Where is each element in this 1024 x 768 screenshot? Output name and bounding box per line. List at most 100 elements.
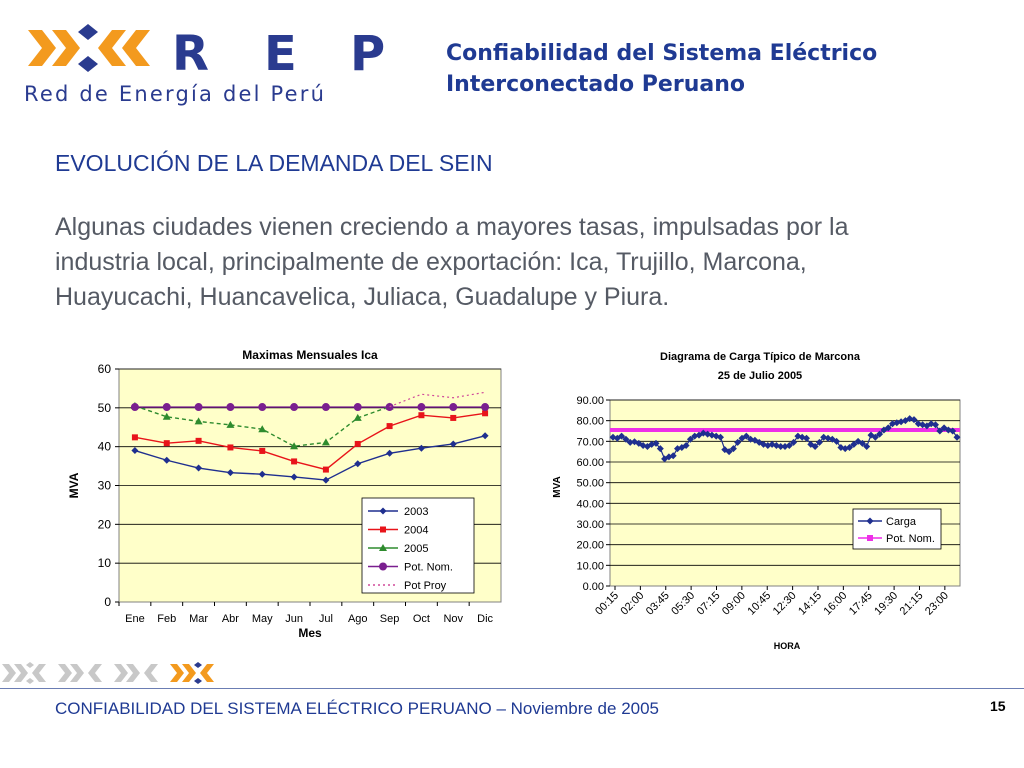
y-tick-label: 60.00 xyxy=(576,457,604,469)
y-tick-label: 50 xyxy=(98,401,112,415)
data-point xyxy=(481,432,489,440)
x-tick-label: Jun xyxy=(285,613,303,625)
data-point xyxy=(708,431,716,439)
series-line xyxy=(134,435,486,481)
legend-marker xyxy=(867,535,873,541)
data-point xyxy=(386,423,393,430)
y-tick-label: 50.00 xyxy=(576,478,604,490)
legend-marker xyxy=(866,517,874,525)
y-tick-label: 80.00 xyxy=(576,416,604,428)
chart-subtitle: 25 de Julio 2005 xyxy=(718,370,802,382)
data-point xyxy=(850,440,858,448)
data-point xyxy=(622,435,630,443)
x-tick-label: Sep xyxy=(380,613,400,625)
data-point xyxy=(742,432,750,440)
data-point xyxy=(417,403,426,412)
chart-title: Maximas Mensuales Ica xyxy=(242,348,378,362)
data-point xyxy=(417,444,425,452)
data-point xyxy=(481,403,490,412)
company-logo: R E P Red de Energía del Perú xyxy=(20,18,400,110)
data-point xyxy=(195,464,203,472)
decorative-chevrons xyxy=(2,662,214,684)
y-tick-label: 40.00 xyxy=(576,498,604,510)
chart-ica-monthly-max: Maximas Mensuales Ica 0 10 20 30 40 50 60 Ene Feb… xyxy=(55,340,515,640)
slide-title-line1: Confiabilidad del Sistema Eléctrico xyxy=(446,41,878,66)
x-tick-label: 05:30 xyxy=(669,590,697,618)
data-point xyxy=(798,433,806,441)
data-point xyxy=(785,441,793,449)
data-point xyxy=(936,427,944,435)
y-axis-label: MVA xyxy=(552,476,563,497)
data-point xyxy=(686,435,694,443)
data-point xyxy=(194,417,203,425)
data-point xyxy=(385,403,394,412)
data-point xyxy=(858,439,866,447)
data-point xyxy=(353,413,362,421)
plot-area xyxy=(609,399,961,587)
x-tick-label: Feb xyxy=(157,613,176,625)
data-point xyxy=(449,403,458,412)
y-tick-label: 40 xyxy=(98,440,112,454)
x-tick-label: 10:45 xyxy=(745,590,773,618)
x-tick-label: 19:30 xyxy=(872,590,900,618)
data-point xyxy=(321,438,330,446)
logo-subtitle: Red de Energía del Perú xyxy=(24,82,327,106)
logo-chevron-left xyxy=(28,30,56,66)
data-point xyxy=(712,432,720,440)
data-point xyxy=(717,433,724,441)
x-tick-label: 00:15 xyxy=(593,590,621,618)
chart-marcona-svg: Diagrama de Carga Típico de Marcona 25 de… xyxy=(552,351,961,651)
x-tick-label: 23:00 xyxy=(923,590,951,618)
data-point xyxy=(353,403,362,412)
y-tick-label: 10.00 xyxy=(576,560,604,572)
data-point xyxy=(450,414,457,421)
x-tick-label: 12:30 xyxy=(771,590,799,618)
footer-text: CONFIABILIDAD DEL SISTEMA ELÉCTRICO PERU… xyxy=(55,699,660,718)
chart-ica-svg: Maximas Mensuales Ica 0 10 20 30 40 50 60 Ene Feb… xyxy=(67,348,502,640)
logo-letters: R xyxy=(172,26,209,82)
data-point xyxy=(811,443,819,450)
logo-diamond-bottom xyxy=(78,56,98,72)
data-point xyxy=(290,473,298,481)
x-tick-label: 07:15 xyxy=(695,590,723,618)
footer-divider xyxy=(0,688,1024,689)
data-point xyxy=(906,415,914,423)
data-point xyxy=(880,426,888,434)
data-point xyxy=(321,403,330,412)
x-tick-label: 17:45 xyxy=(847,590,875,618)
data-point xyxy=(841,445,849,453)
series-line xyxy=(389,391,486,408)
legend-marker xyxy=(380,526,386,533)
data-point xyxy=(790,438,798,446)
data-point xyxy=(751,436,759,444)
data-point xyxy=(863,443,871,450)
legend-label: Pot Proy xyxy=(404,580,447,592)
x-tick-label: Nov xyxy=(443,613,463,625)
logo-chevron-right-inner xyxy=(98,30,126,66)
data-point xyxy=(949,427,957,435)
x-tick-label: Mar xyxy=(189,613,208,625)
data-point xyxy=(131,447,139,455)
data-point xyxy=(163,456,171,464)
data-point xyxy=(226,420,235,428)
data-point xyxy=(322,476,330,484)
data-point xyxy=(889,420,896,428)
data-point xyxy=(643,443,651,450)
logo-chevron-right xyxy=(122,30,150,66)
legend-box xyxy=(361,497,475,594)
data-point xyxy=(354,440,361,447)
data-point xyxy=(195,437,202,444)
data-point xyxy=(418,412,425,419)
data-point xyxy=(734,438,742,446)
logo-chevron-middle xyxy=(52,30,80,66)
data-point xyxy=(691,432,699,440)
x-tick-label: 16:00 xyxy=(822,590,850,618)
legend-label: Pot. Nom. xyxy=(404,562,453,574)
x-tick-label: 21:15 xyxy=(898,590,926,618)
data-point xyxy=(932,421,939,429)
logo-diamond-top xyxy=(78,24,98,40)
data-point xyxy=(944,426,952,434)
data-point xyxy=(665,453,673,461)
legend-label: Carga xyxy=(886,516,917,528)
data-point xyxy=(259,447,266,454)
